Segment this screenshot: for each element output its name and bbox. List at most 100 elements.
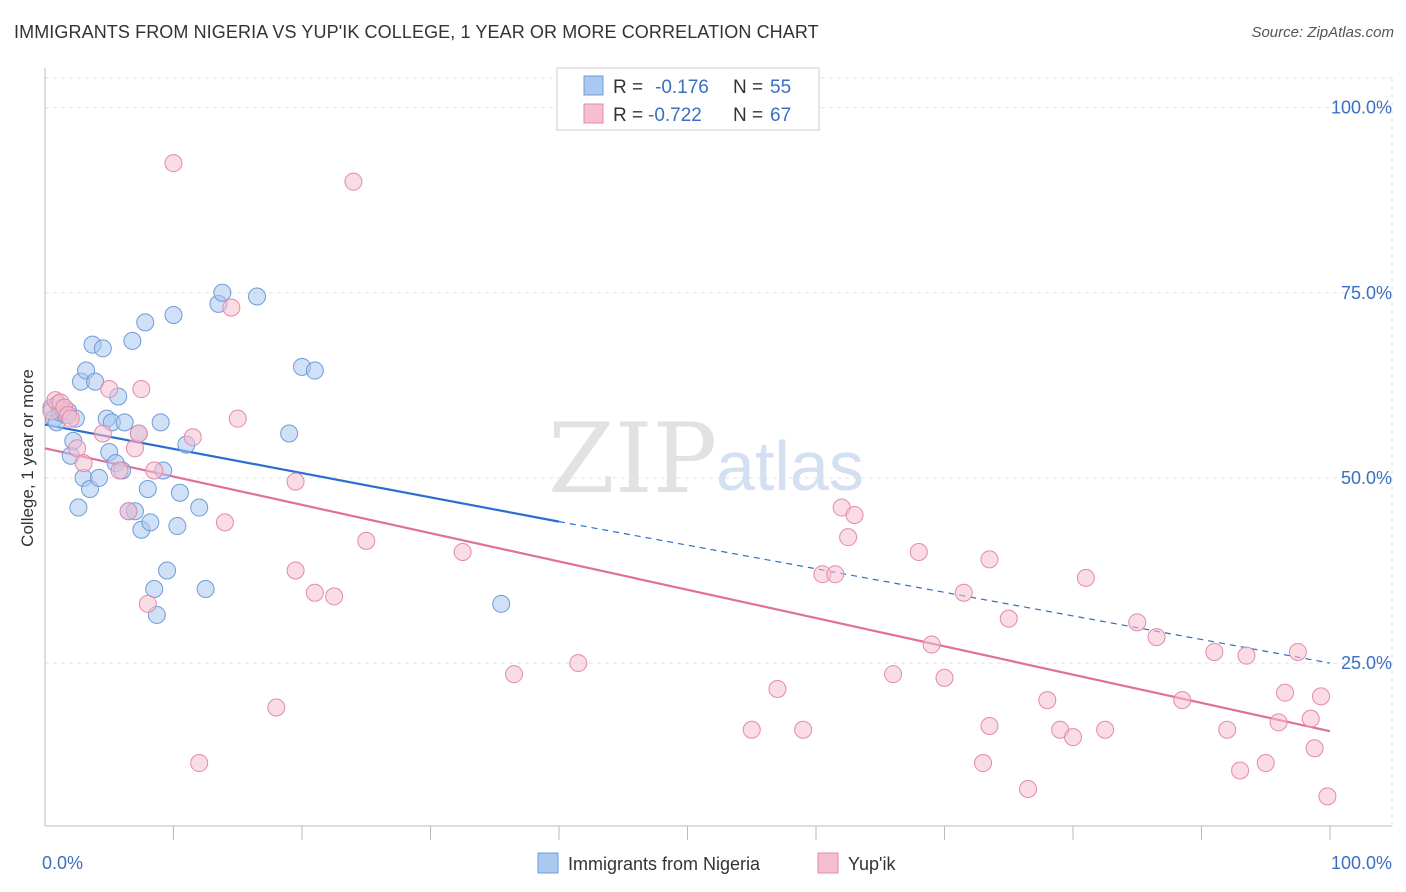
legend-swatch-yupik — [817, 852, 839, 874]
point-nigeria — [158, 561, 177, 580]
point-yupik — [222, 298, 241, 317]
point-yupik — [1096, 720, 1115, 739]
point-yupik — [1305, 739, 1324, 758]
point-nigeria — [280, 424, 299, 443]
point-yupik — [1318, 787, 1337, 806]
data-points — [42, 154, 1337, 806]
chart-title: IMMIGRANTS FROM NIGERIA VS YUP'IK COLLEG… — [14, 22, 819, 42]
watermark-zip: ZIP — [548, 403, 717, 515]
axes — [44, 68, 1392, 840]
y-axis-label: College, 1 year or more — [18, 369, 37, 547]
point-nigeria — [170, 483, 189, 502]
point-yupik — [1256, 754, 1275, 773]
point-yupik — [1038, 691, 1057, 710]
point-yupik — [1128, 613, 1147, 632]
point-yupik — [74, 454, 93, 473]
point-yupik — [1312, 687, 1331, 706]
point-yupik — [119, 502, 138, 521]
point-nigeria — [151, 413, 170, 432]
point-yupik — [999, 609, 1018, 628]
point-yupik — [839, 528, 858, 547]
point-nigeria — [89, 468, 108, 487]
y-tick-label: 50.0% — [1341, 468, 1392, 488]
point-yupik — [110, 461, 129, 480]
point-nigeria — [138, 480, 157, 499]
x-tick-label-min: 0.0% — [42, 853, 83, 873]
legend-label-nigeria: Immigrants from Nigeria — [568, 854, 761, 874]
point-yupik — [164, 154, 183, 173]
point-yupik — [1218, 720, 1237, 739]
point-yupik — [1276, 683, 1295, 702]
series-legend: Immigrants from Nigeria Yup'ik — [537, 852, 896, 874]
point-nigeria — [168, 517, 187, 536]
point-yupik — [974, 754, 993, 773]
point-nigeria — [305, 361, 324, 380]
legend-r-label-1: R = — [613, 77, 643, 98]
point-yupik — [132, 380, 151, 399]
watermark-atlas: atlas — [716, 427, 864, 505]
point-yupik — [61, 409, 80, 428]
point-yupik — [1019, 779, 1038, 798]
trend-line-yupik — [44, 447, 1331, 733]
point-yupik — [138, 594, 157, 613]
point-yupik — [1269, 713, 1288, 732]
point-nigeria — [69, 498, 88, 517]
point-yupik — [344, 172, 363, 191]
point-yupik — [826, 565, 845, 584]
point-yupik — [1288, 642, 1307, 661]
point-yupik — [286, 561, 305, 580]
point-yupik — [190, 754, 209, 773]
point-yupik — [129, 424, 148, 443]
tick-labels: 25.0% 50.0% 75.0% 100.0% 0.0% 100.0% — [42, 98, 1392, 873]
point-yupik — [1301, 709, 1320, 728]
point-yupik — [145, 461, 164, 480]
legend-swatch-pink — [583, 103, 604, 124]
point-nigeria — [93, 339, 112, 358]
legend-r-value-1: -0.176 — [655, 77, 709, 98]
point-nigeria — [492, 594, 511, 613]
point-nigeria — [145, 580, 164, 599]
point-yupik — [93, 424, 112, 443]
point-yupik — [922, 635, 941, 654]
point-nigeria — [248, 287, 267, 306]
point-yupik — [1147, 628, 1166, 647]
point-yupik — [742, 720, 761, 739]
point-yupik — [215, 513, 234, 532]
point-nigeria — [164, 305, 183, 324]
watermark: ZIP atlas — [548, 403, 864, 515]
point-yupik — [569, 654, 588, 673]
point-yupik — [1231, 761, 1250, 780]
legend-n-label-1: N = — [733, 77, 763, 98]
point-yupik — [453, 542, 472, 561]
point-yupik — [68, 439, 87, 458]
point-yupik — [1205, 642, 1224, 661]
point-nigeria — [190, 498, 209, 517]
point-yupik — [1064, 728, 1082, 747]
point-yupik — [228, 409, 247, 428]
legend-n-value-1: 55 — [770, 77, 791, 98]
point-yupik — [125, 439, 144, 458]
point-yupik — [845, 505, 864, 524]
y-tick-label: 100.0% — [1331, 98, 1392, 118]
point-yupik — [954, 583, 973, 602]
point-nigeria — [141, 513, 160, 532]
point-yupik — [909, 542, 928, 561]
point-nigeria — [123, 331, 142, 350]
point-nigeria — [136, 313, 155, 332]
legend-swatch-nigeria — [537, 852, 559, 874]
point-nigeria — [196, 580, 215, 599]
point-yupik — [884, 665, 903, 684]
point-yupik — [183, 428, 202, 447]
point-nigeria — [115, 413, 134, 432]
stats-legend: R = -0.176 N = 55 R = -0.722 N = 67 — [556, 67, 820, 131]
x-tick-label-max: 100.0% — [1331, 853, 1392, 873]
point-yupik — [980, 550, 999, 569]
point-yupik — [1237, 646, 1256, 665]
point-yupik — [794, 720, 813, 739]
trend-line-nigeria-extension — [558, 521, 1331, 664]
point-yupik — [1173, 691, 1192, 710]
point-nigeria — [213, 283, 232, 302]
legend-swatch-blue — [583, 75, 604, 96]
point-yupik — [768, 679, 787, 698]
